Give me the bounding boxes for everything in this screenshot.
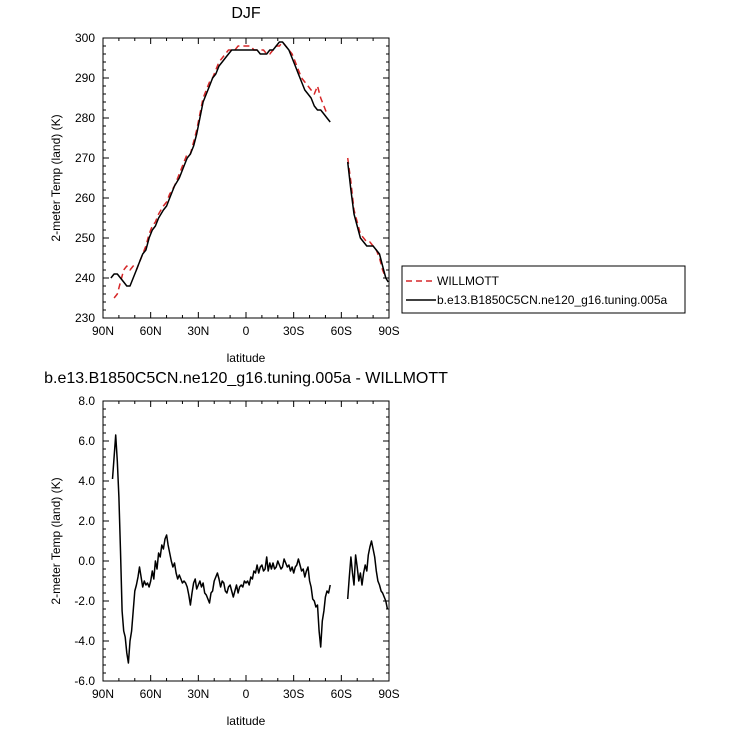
difference-series-line-0 [346, 540, 389, 610]
legend-box [401, 265, 686, 314]
difference-y-tick-label: -4.0 [74, 634, 95, 648]
climatology-x-tick-label: 30N [187, 324, 209, 338]
difference-y-tick-label: 6.0 [78, 434, 95, 448]
difference-x-ticks: 90N 60N 30N 0 30S 60S 90S [92, 401, 400, 701]
legend-label-model: b.e13.B1850C5CN.ne120_g16.tuning.005a [437, 293, 668, 307]
legend: WILLMOTT b.e13.B1850C5CN.ne120_g16.tunin… [401, 265, 686, 314]
climatology-x-ticks: 90N 60N 30N 0 30S 60S 90S [92, 38, 400, 338]
climatology-series-line-1 [346, 161, 389, 283]
climatology-plot-area: 90N 60N 30N 0 30S 60S 90S 230 240 250 260 270 280 29… [75, 31, 400, 338]
climatology-series-line-1 [110, 41, 331, 287]
climatology-series-line-0 [113, 41, 328, 299]
difference-x-tick-label: 60N [140, 687, 162, 701]
climatology-y-tick-label: 280 [75, 111, 95, 125]
difference-title: b.e13.B1850C5CN.ne120_g16.tuning.005a - … [44, 370, 448, 387]
climatology-y-tick-label: 240 [75, 271, 95, 285]
climatology-y-tick-label: 290 [75, 71, 95, 85]
difference-y-axis-label: 2-meter Temp (land) (K) [49, 477, 63, 604]
difference-series [111, 434, 389, 664]
difference-x-tick-label: 30N [187, 687, 209, 701]
climatology-plot-frame [102, 37, 390, 319]
difference-y-tick-label: 4.0 [78, 474, 95, 488]
climatology-x-tick-label: 60N [140, 324, 162, 338]
difference-y-tick-label: -6.0 [74, 674, 95, 688]
difference-y-tick-label: 8.0 [78, 394, 95, 408]
difference-y-ticks: -6.0 -4.0 -2.0 0.0 2.0 4.0 6.0 8.0 [74, 394, 389, 688]
difference-x-tick-label: 60S [331, 687, 352, 701]
climatology-y-tick-label: 260 [75, 191, 95, 205]
climatology-title: DJF [231, 5, 261, 22]
climatology-panel: DJF 90N 60N 30N 0 30S 60S 90S 2302402502602702… [49, 5, 686, 365]
climatology-y-tick-label: 270 [75, 151, 95, 165]
climatology-y-axis-label: 2-meter Temp (land) (K) [49, 114, 63, 241]
legend-label-willmott: WILLMOTT [437, 274, 500, 288]
climatology-x-tick-label: 60S [331, 324, 352, 338]
difference-plot-frame [102, 400, 390, 682]
climatology-x-axis-label: latitude [227, 351, 266, 365]
difference-x-axis-label: latitude [227, 714, 266, 728]
climatology-x-tick-label: 0 [243, 324, 250, 338]
climatology-x-tick-label: 90S [378, 324, 399, 338]
difference-x-tick-label: 30S [283, 687, 304, 701]
difference-y-tick-label: 0.0 [78, 554, 95, 568]
difference-plot-area: 90N 60N 30N 0 30S 60S 90S -6.0 -4.0 -2.0 0.0 2.0 4.… [74, 394, 399, 701]
climatology-series-line-0 [346, 157, 387, 279]
climatology-x-tick-label: 90N [92, 324, 114, 338]
difference-y-tick-label: -2.0 [74, 594, 95, 608]
climatology-y-tick-label: 300 [75, 31, 95, 45]
climatology-y-ticks: 230 240 250 260 270 280 290 300 [75, 31, 389, 325]
difference-panel: b.e13.B1850C5CN.ne120_g16.tuning.005a - … [44, 370, 448, 728]
difference-y-tick-label: 2.0 [78, 514, 95, 528]
difference-x-tick-label: 90N [92, 687, 114, 701]
climatology-x-tick-label: 30S [283, 324, 304, 338]
climatology-series [110, 41, 389, 299]
climatology-y-tick-label: 230 [75, 311, 95, 325]
difference-series-line-0 [111, 434, 331, 664]
difference-x-tick-label: 90S [378, 687, 399, 701]
difference-x-tick-label: 0 [243, 687, 250, 701]
climatology-y-tick-label: 250 [75, 231, 95, 245]
